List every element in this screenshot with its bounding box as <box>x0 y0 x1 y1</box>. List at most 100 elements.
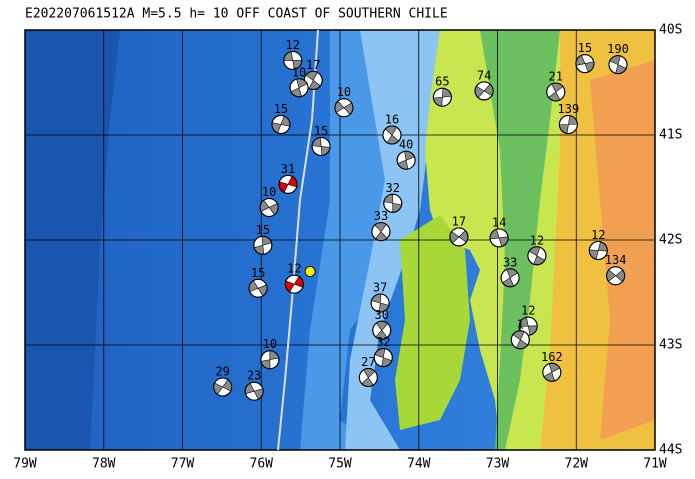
x-tick-label: 78W <box>92 457 116 472</box>
depth-label: 10 <box>263 337 277 351</box>
beachball-outline <box>253 235 273 255</box>
focal-mechanism <box>283 50 303 70</box>
focal-mechanism <box>606 266 626 286</box>
map-title: E202207061512A M=5.5 h= 10 OFF COAST OF … <box>25 7 448 22</box>
focal-mechanism <box>608 55 628 75</box>
beachball-outline <box>271 115 291 134</box>
y-tick-label: 41S <box>659 128 682 143</box>
depth-label: 32 <box>386 181 400 195</box>
beachball-outline <box>248 278 268 298</box>
depth-label: 32 <box>376 335 390 349</box>
focal-mechanism <box>382 125 402 145</box>
beachball-outline <box>449 227 469 247</box>
depth-label: 15 <box>251 266 265 280</box>
y-tick-label: 40S <box>659 23 682 38</box>
beachball-outline <box>608 55 628 75</box>
trench-line <box>277 29 319 451</box>
beachball-outline <box>588 241 608 260</box>
focal-mechanism <box>449 227 469 247</box>
focal-mechanism <box>278 174 298 194</box>
depth-label: 17 <box>306 58 320 72</box>
depth-label: 40 <box>399 138 413 152</box>
depth-label: 15 <box>578 41 592 55</box>
focal-mechanism <box>271 115 291 134</box>
beachball-outline <box>396 150 416 170</box>
beachball-outline <box>358 368 378 388</box>
depth-label: 139 <box>558 102 580 116</box>
depth-label: 16 <box>385 113 399 127</box>
beachball-outline <box>244 381 264 401</box>
beachball-outline <box>558 115 578 134</box>
x-tick-label: 75W <box>328 457 352 472</box>
depth-label: 10 <box>292 65 306 79</box>
beachball-outline <box>284 274 304 294</box>
depth-label: 10 <box>262 185 276 199</box>
beachball-outline <box>489 228 509 248</box>
depth-label: 12 <box>286 38 300 52</box>
focal-mechanism <box>358 368 378 388</box>
beachball-outline <box>373 348 393 368</box>
depth-label: 27 <box>361 355 375 369</box>
depth-label: 12 <box>521 304 535 318</box>
focal-mechanism <box>213 377 233 397</box>
beachball-outline <box>259 197 279 217</box>
focal-mechanism <box>284 274 304 294</box>
depth-label: 21 <box>549 69 563 83</box>
beachball-outline <box>283 50 303 70</box>
beachball-outline <box>500 268 520 288</box>
focal-mechanism <box>527 246 547 266</box>
x-tick-label: 74W <box>407 457 431 472</box>
focal-mechanism <box>588 241 608 260</box>
depth-label: 37 <box>373 281 387 295</box>
x-tick-label: 76W <box>250 457 274 472</box>
depth-label: 12 <box>287 262 301 276</box>
beachball-outline <box>370 293 390 313</box>
y-tick-label: 42S <box>659 233 682 248</box>
focal-mechanism <box>244 381 264 401</box>
focal-mechanism <box>500 268 520 288</box>
beachball-outline <box>606 266 626 286</box>
depth-label: 12 <box>530 233 544 247</box>
depth-label: 31 <box>281 162 295 176</box>
focal-mechanism <box>542 362 562 382</box>
focal-mechanism <box>510 330 530 350</box>
depth-label: 30 <box>375 308 389 322</box>
depth-label: 12 <box>591 228 605 242</box>
focal-mechanism <box>253 235 273 255</box>
focal-mechanism <box>334 98 354 118</box>
depth-label: 74 <box>477 68 491 82</box>
beachball-outline <box>527 246 547 266</box>
depth-label: 15 <box>314 124 328 138</box>
focal-mechanism <box>311 137 331 157</box>
focal-mechanism <box>370 293 390 313</box>
x-tick-label: 71W <box>643 457 667 472</box>
depth-label: 14 <box>492 215 506 229</box>
focal-mechanism <box>396 150 416 170</box>
depth-label: 10 <box>337 85 351 99</box>
depth-label: 33 <box>503 255 517 269</box>
focal-mechanism <box>372 320 392 340</box>
beachball-outline <box>334 98 354 118</box>
x-tick-label: 79W <box>13 457 37 472</box>
focal-mechanism <box>575 54 595 74</box>
beachball-outline <box>371 222 391 242</box>
beachball-outline <box>278 174 298 194</box>
beachball-outline <box>542 362 562 382</box>
focal-mechanism <box>373 348 393 368</box>
beachball-outline <box>311 137 331 157</box>
beachball-outline <box>510 330 530 350</box>
depth-label: 23 <box>247 369 261 383</box>
focal-mechanism <box>260 350 280 370</box>
x-tick-label: 77W <box>171 457 195 472</box>
beachball-outline <box>213 377 233 397</box>
focal-mechanism <box>432 87 452 107</box>
focal-mechanism <box>371 222 391 242</box>
depth-label: 17 <box>452 214 466 228</box>
beachball-outline <box>546 82 566 102</box>
depth-label: 190 <box>607 42 629 56</box>
beachball-outline <box>474 81 494 101</box>
beachball-outline <box>432 87 452 107</box>
focal-mechanism <box>289 78 309 98</box>
depth-label: 15 <box>256 223 270 237</box>
